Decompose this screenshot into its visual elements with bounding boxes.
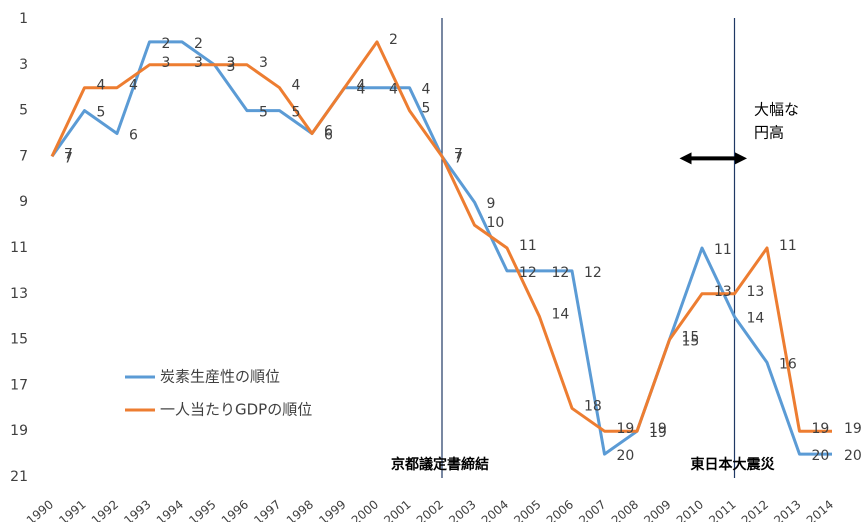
data-label: 4 [422,82,431,98]
data-label: 5 [422,101,431,117]
data-label: 13 [747,284,765,300]
data-label: 6 [324,124,333,140]
data-label: 19 [844,421,862,437]
data-label: 19 [649,421,667,437]
arrow-head [735,152,747,165]
data-label: 19 [649,425,667,441]
y-tick-label: 3 [19,57,28,73]
arrow-head [679,152,692,165]
data-label: 4 [129,78,138,94]
data-label: 5 [292,105,301,121]
y-tick-label: 19 [10,423,28,439]
data-label: 4 [97,78,106,94]
data-label: 16 [779,357,797,373]
data-label: 6 [129,128,138,144]
data-label: 11 [714,242,732,258]
data-label: 5 [259,105,268,121]
y-tick-label: 7 [19,148,28,164]
arrow-note: 大幅な [754,101,799,119]
event-label: 京都議定書締結 [391,456,489,473]
data-label: 9 [487,196,496,212]
y-tick-label: 13 [10,286,28,302]
y-tick-label: 1 [19,11,28,27]
y-tick-label: 9 [19,194,28,210]
legend-label: 一人当たりGDPの順位 [160,401,312,419]
data-label: 18 [584,398,602,414]
y-tick-label: 5 [19,103,28,119]
data-label: 15 [682,334,700,350]
data-label: 3 [162,55,171,71]
data-label: 15 [682,330,700,346]
data-label: 3 [227,59,236,75]
data-label: 19 [617,421,635,437]
data-label: 12 [552,265,570,281]
data-label: 2 [194,36,203,52]
data-label: 13 [714,284,732,300]
data-label: 20 [617,448,635,464]
data-label: 19 [812,421,830,437]
data-label: 2 [389,32,398,48]
data-label: 4 [292,78,301,94]
data-label: 5 [97,105,106,121]
data-label: 7 [64,146,73,162]
data-label: 4 [357,82,366,98]
legend-label: 炭素生産性の順位 [160,368,280,386]
data-label: 2 [162,36,171,52]
y-tick-label: 15 [10,332,28,348]
data-label: 20 [812,448,830,464]
data-label: 20 [844,448,862,464]
data-label: 3 [194,55,203,71]
data-label: 14 [747,311,765,327]
event-label: 東日本大震災 [691,456,776,473]
data-label: 11 [519,238,537,254]
series-line [50,40,832,433]
data-label: 6 [324,128,333,144]
y-tick-label: 17 [10,377,28,393]
data-label: 4 [389,82,398,98]
data-label: 12 [519,265,537,281]
data-label: 4 [357,78,366,94]
data-label: 11 [779,238,797,254]
data-label: 3 [227,55,236,71]
y-tick-label: 21 [10,469,28,485]
data-label: 10 [487,215,505,231]
data-label: 3 [259,55,268,71]
data-label: 7 [64,150,73,166]
arrow-note: 円高 [754,124,784,142]
data-label: 7 [454,146,463,162]
data-label: 14 [552,307,570,323]
data-label: 7 [454,150,463,166]
y-tick-label: 11 [10,240,28,256]
data-label: 12 [584,265,602,281]
